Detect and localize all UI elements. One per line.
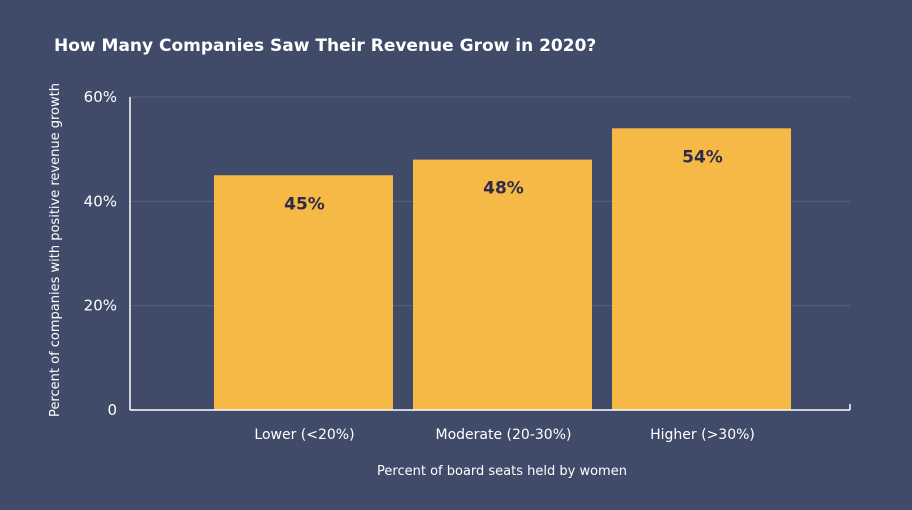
chart-title: How Many Companies Saw Their Revenue Gro… bbox=[54, 36, 597, 56]
y-tick-label: 60% bbox=[84, 88, 117, 106]
data-label: 48% bbox=[483, 179, 524, 199]
x-tick-label: Moderate (20-30%) bbox=[436, 427, 572, 443]
x-axis-title: Percent of board seats held by women bbox=[377, 464, 627, 479]
y-tick-label: 0 bbox=[107, 401, 117, 419]
bar bbox=[214, 175, 393, 410]
labels: 0 20% 40% 60% 45% Lower (<20%) 48% Moderate (20… bbox=[48, 83, 755, 479]
bar bbox=[612, 128, 791, 411]
bars bbox=[214, 128, 791, 411]
bar bbox=[413, 159, 592, 410]
y-tick-label: 20% bbox=[84, 297, 117, 315]
x-tick-label: Lower (<20%) bbox=[254, 427, 354, 443]
data-label: 54% bbox=[682, 147, 723, 167]
x-tick-label: Higher (>30%) bbox=[650, 427, 755, 443]
y-tick-label: 40% bbox=[84, 192, 117, 210]
axes bbox=[129, 97, 851, 411]
y-axis-title: Percent of companies with positive reven… bbox=[48, 83, 63, 417]
data-label: 45% bbox=[284, 194, 325, 214]
